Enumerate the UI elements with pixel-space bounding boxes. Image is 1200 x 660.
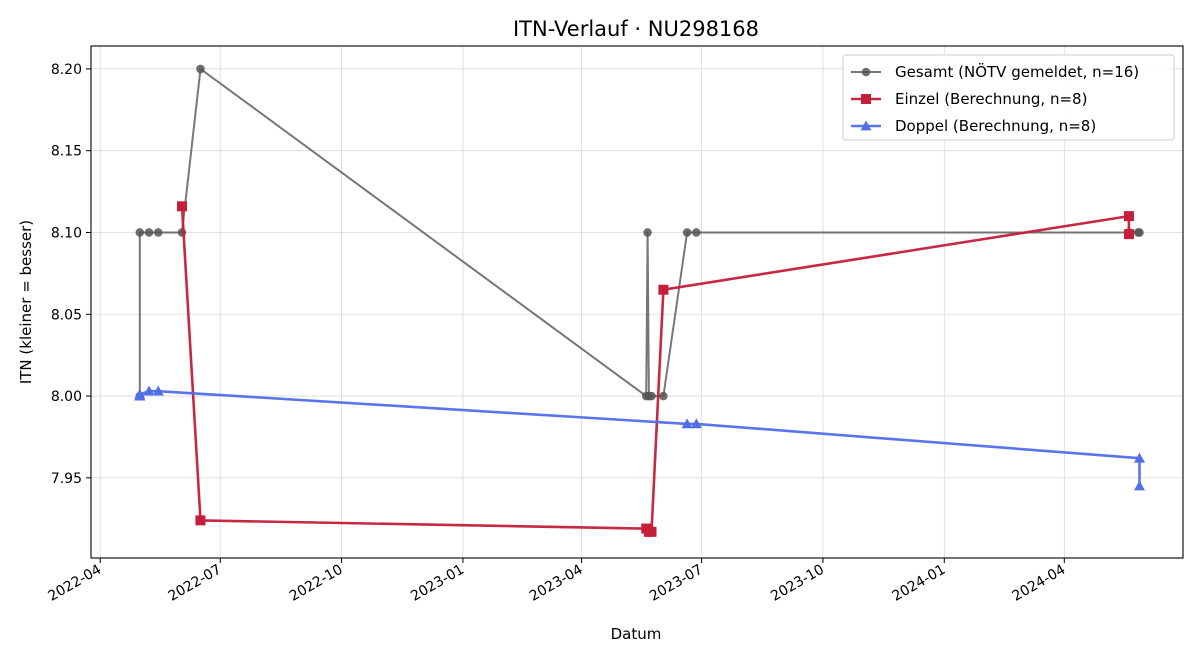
x-axis-ticks: 2022-04 2022-07 2022-10 2023-01 2023-04 2023-… <box>46 558 1069 605</box>
data-point <box>1135 228 1144 237</box>
legend-label: Doppel (Berechnung, n=8) <box>895 117 1096 135</box>
data-point <box>195 515 206 526</box>
y-tick-label: 8.20 <box>51 62 82 78</box>
x-tick-label: 2022-07 <box>166 562 225 605</box>
x-tick-label: 2023-07 <box>647 562 706 605</box>
data-point <box>134 388 146 399</box>
y-axis-ticks: 7.95 8.00 8.05 8.10 8.15 8.20 <box>51 62 91 487</box>
data-point <box>681 418 693 429</box>
y-tick-label: 7.95 <box>51 471 82 487</box>
legend-label: Gesamt (NÖTV gemeldet, n=16) <box>895 62 1139 81</box>
data-point <box>1133 452 1145 463</box>
data-point <box>152 385 164 396</box>
x-tick-label: 2023-10 <box>768 562 827 605</box>
x-tick-label: 2022-04 <box>46 562 105 605</box>
legend-marker <box>860 120 872 131</box>
data-point <box>658 284 669 295</box>
data-point <box>135 228 145 237</box>
y-tick-label: 8.15 <box>51 144 82 160</box>
data-point <box>646 526 657 537</box>
x-tick-label: 2023-04 <box>527 562 586 605</box>
legend-marker <box>861 67 871 77</box>
y-tick-label: 8.05 <box>51 307 82 323</box>
data-point <box>196 64 205 74</box>
y-axis-label: ITN (kleiner = besser) <box>17 220 35 384</box>
legend-label: Einzel (Berechnung, n=8) <box>895 90 1087 108</box>
x-tick-label: 2023-01 <box>408 562 467 605</box>
data-point <box>143 385 155 396</box>
x-axis-label: Datum <box>611 625 662 643</box>
series-line <box>138 67 1140 398</box>
data-point <box>177 201 187 212</box>
legend-box <box>842 54 1175 141</box>
data-point <box>1133 480 1145 491</box>
series-layer <box>134 64 1145 537</box>
data-point <box>690 418 702 429</box>
series-line <box>138 389 1141 486</box>
series-line <box>180 206 1131 534</box>
legend-item: Einzel (Berechnung, n=8) <box>851 90 1087 108</box>
data-point <box>692 228 701 237</box>
x-tick-label: 2022-10 <box>287 562 346 605</box>
series-square <box>177 201 1134 537</box>
legend-item: Gesamt (NÖTV gemeldet, n=16) <box>851 62 1139 81</box>
data-point <box>643 228 652 237</box>
legend: Gesamt (NÖTV gemeldet, n=16) Einzel (Bere… <box>842 54 1175 141</box>
data-point <box>682 228 692 237</box>
data-point <box>153 228 163 237</box>
data-point <box>647 391 656 401</box>
data-point <box>1123 229 1134 240</box>
plot-frame <box>90 45 1184 559</box>
legend-item: Doppel (Berechnung, n=8) <box>851 117 1096 135</box>
y-tick-label: 8.00 <box>51 389 82 405</box>
series-triangle <box>134 385 1145 491</box>
x-tick-label: 2024-04 <box>1010 562 1069 605</box>
y-tick-label: 8.10 <box>51 225 82 241</box>
data-point <box>144 228 154 237</box>
data-point <box>659 391 668 401</box>
chart-title: ITN-Verlauf · NU298168 <box>513 17 759 41</box>
legend-marker <box>861 94 871 104</box>
data-point <box>1123 211 1134 222</box>
x-tick-label: 2024-01 <box>890 562 949 605</box>
